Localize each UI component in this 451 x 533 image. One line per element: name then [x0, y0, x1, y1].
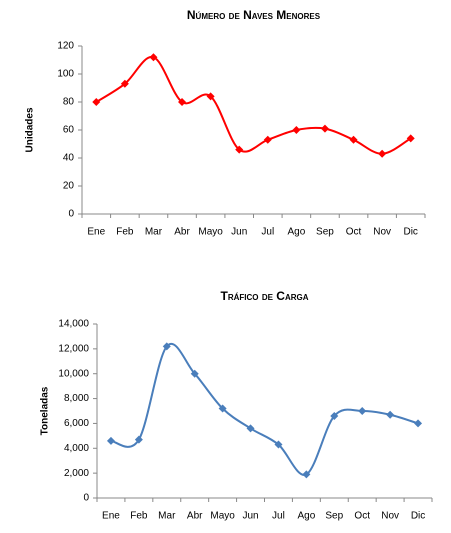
x-tick-label: Jun — [231, 227, 247, 238]
x-tick-label: Dic — [403, 227, 417, 238]
x-tick-label: Ago — [297, 511, 315, 522]
y-tick-label: 60 — [63, 125, 75, 136]
x-tick-label: Dic — [411, 511, 425, 522]
y-tick-label: 10,000 — [58, 368, 89, 379]
marker — [349, 135, 358, 144]
marker — [378, 149, 387, 158]
marker — [235, 145, 244, 154]
marker — [406, 134, 415, 143]
y-tick-label: 120 — [57, 41, 74, 52]
x-tick-label: Oct — [346, 227, 362, 238]
x-tick-label: Ago — [287, 227, 305, 238]
marker — [106, 436, 115, 445]
x-tick-label: Sep — [325, 511, 343, 522]
x-tick-label: Jul — [261, 227, 274, 238]
marker — [386, 410, 395, 419]
y-tick-label: 6,000 — [64, 418, 89, 429]
marker — [414, 419, 423, 428]
marker — [134, 435, 143, 444]
y-tick-label: 40 — [63, 153, 75, 164]
x-tick-label: Ene — [102, 511, 120, 522]
y-tick-label: 4,000 — [64, 443, 89, 454]
marker — [292, 126, 301, 134]
x-tick-label: Sep — [316, 227, 334, 238]
y-tick-label: 14,000 — [58, 319, 89, 330]
chart-title: Tráfico de Carga — [221, 289, 309, 303]
y-tick-label: 100 — [57, 69, 74, 80]
x-tick-label: Jun — [242, 511, 258, 522]
y-tick-label: 12,000 — [58, 343, 89, 354]
marker — [92, 98, 101, 106]
marker — [320, 124, 329, 133]
marker — [246, 424, 255, 433]
line — [95, 56, 412, 155]
x-tick-label: Ene — [87, 227, 105, 238]
marker — [178, 98, 187, 106]
marker — [206, 92, 215, 101]
chart-title: Número de Naves Menores — [187, 8, 321, 22]
marker — [190, 369, 199, 378]
x-tick-label: Mar — [145, 227, 163, 238]
y-tick-label: 80 — [63, 97, 75, 108]
x-tick-label: Feb — [116, 227, 134, 238]
marker — [149, 53, 158, 62]
x-tick-label: Abr — [187, 511, 203, 522]
x-tick-label: Nov — [373, 227, 391, 238]
x-tick-label: Oct — [354, 511, 370, 522]
marker — [218, 404, 227, 413]
marker — [358, 407, 367, 415]
y-axis-label: Toneladas — [40, 386, 51, 435]
line — [110, 342, 419, 476]
marker — [263, 135, 272, 144]
marker — [120, 79, 129, 88]
x-tick-label: Mar — [158, 511, 176, 522]
x-tick-label: Nov — [381, 511, 399, 522]
x-tick-label: Feb — [130, 511, 148, 522]
y-tick-label: 2,000 — [64, 468, 89, 479]
x-tick-label: Abr — [174, 227, 190, 238]
x-tick-label: Jul — [272, 511, 285, 522]
y-axis-label: Unidades — [25, 107, 36, 152]
x-tick-label: Mayo — [198, 227, 223, 238]
y-tick-label: 8,000 — [64, 393, 89, 404]
marker — [330, 411, 339, 420]
marker — [162, 342, 171, 351]
y-tick-label: 20 — [63, 181, 75, 192]
marker — [274, 440, 283, 449]
marker — [302, 470, 311, 479]
y-tick-label: 0 — [68, 209, 74, 220]
y-tick-label: 0 — [83, 493, 89, 504]
x-tick-label: Mayo — [210, 511, 235, 522]
